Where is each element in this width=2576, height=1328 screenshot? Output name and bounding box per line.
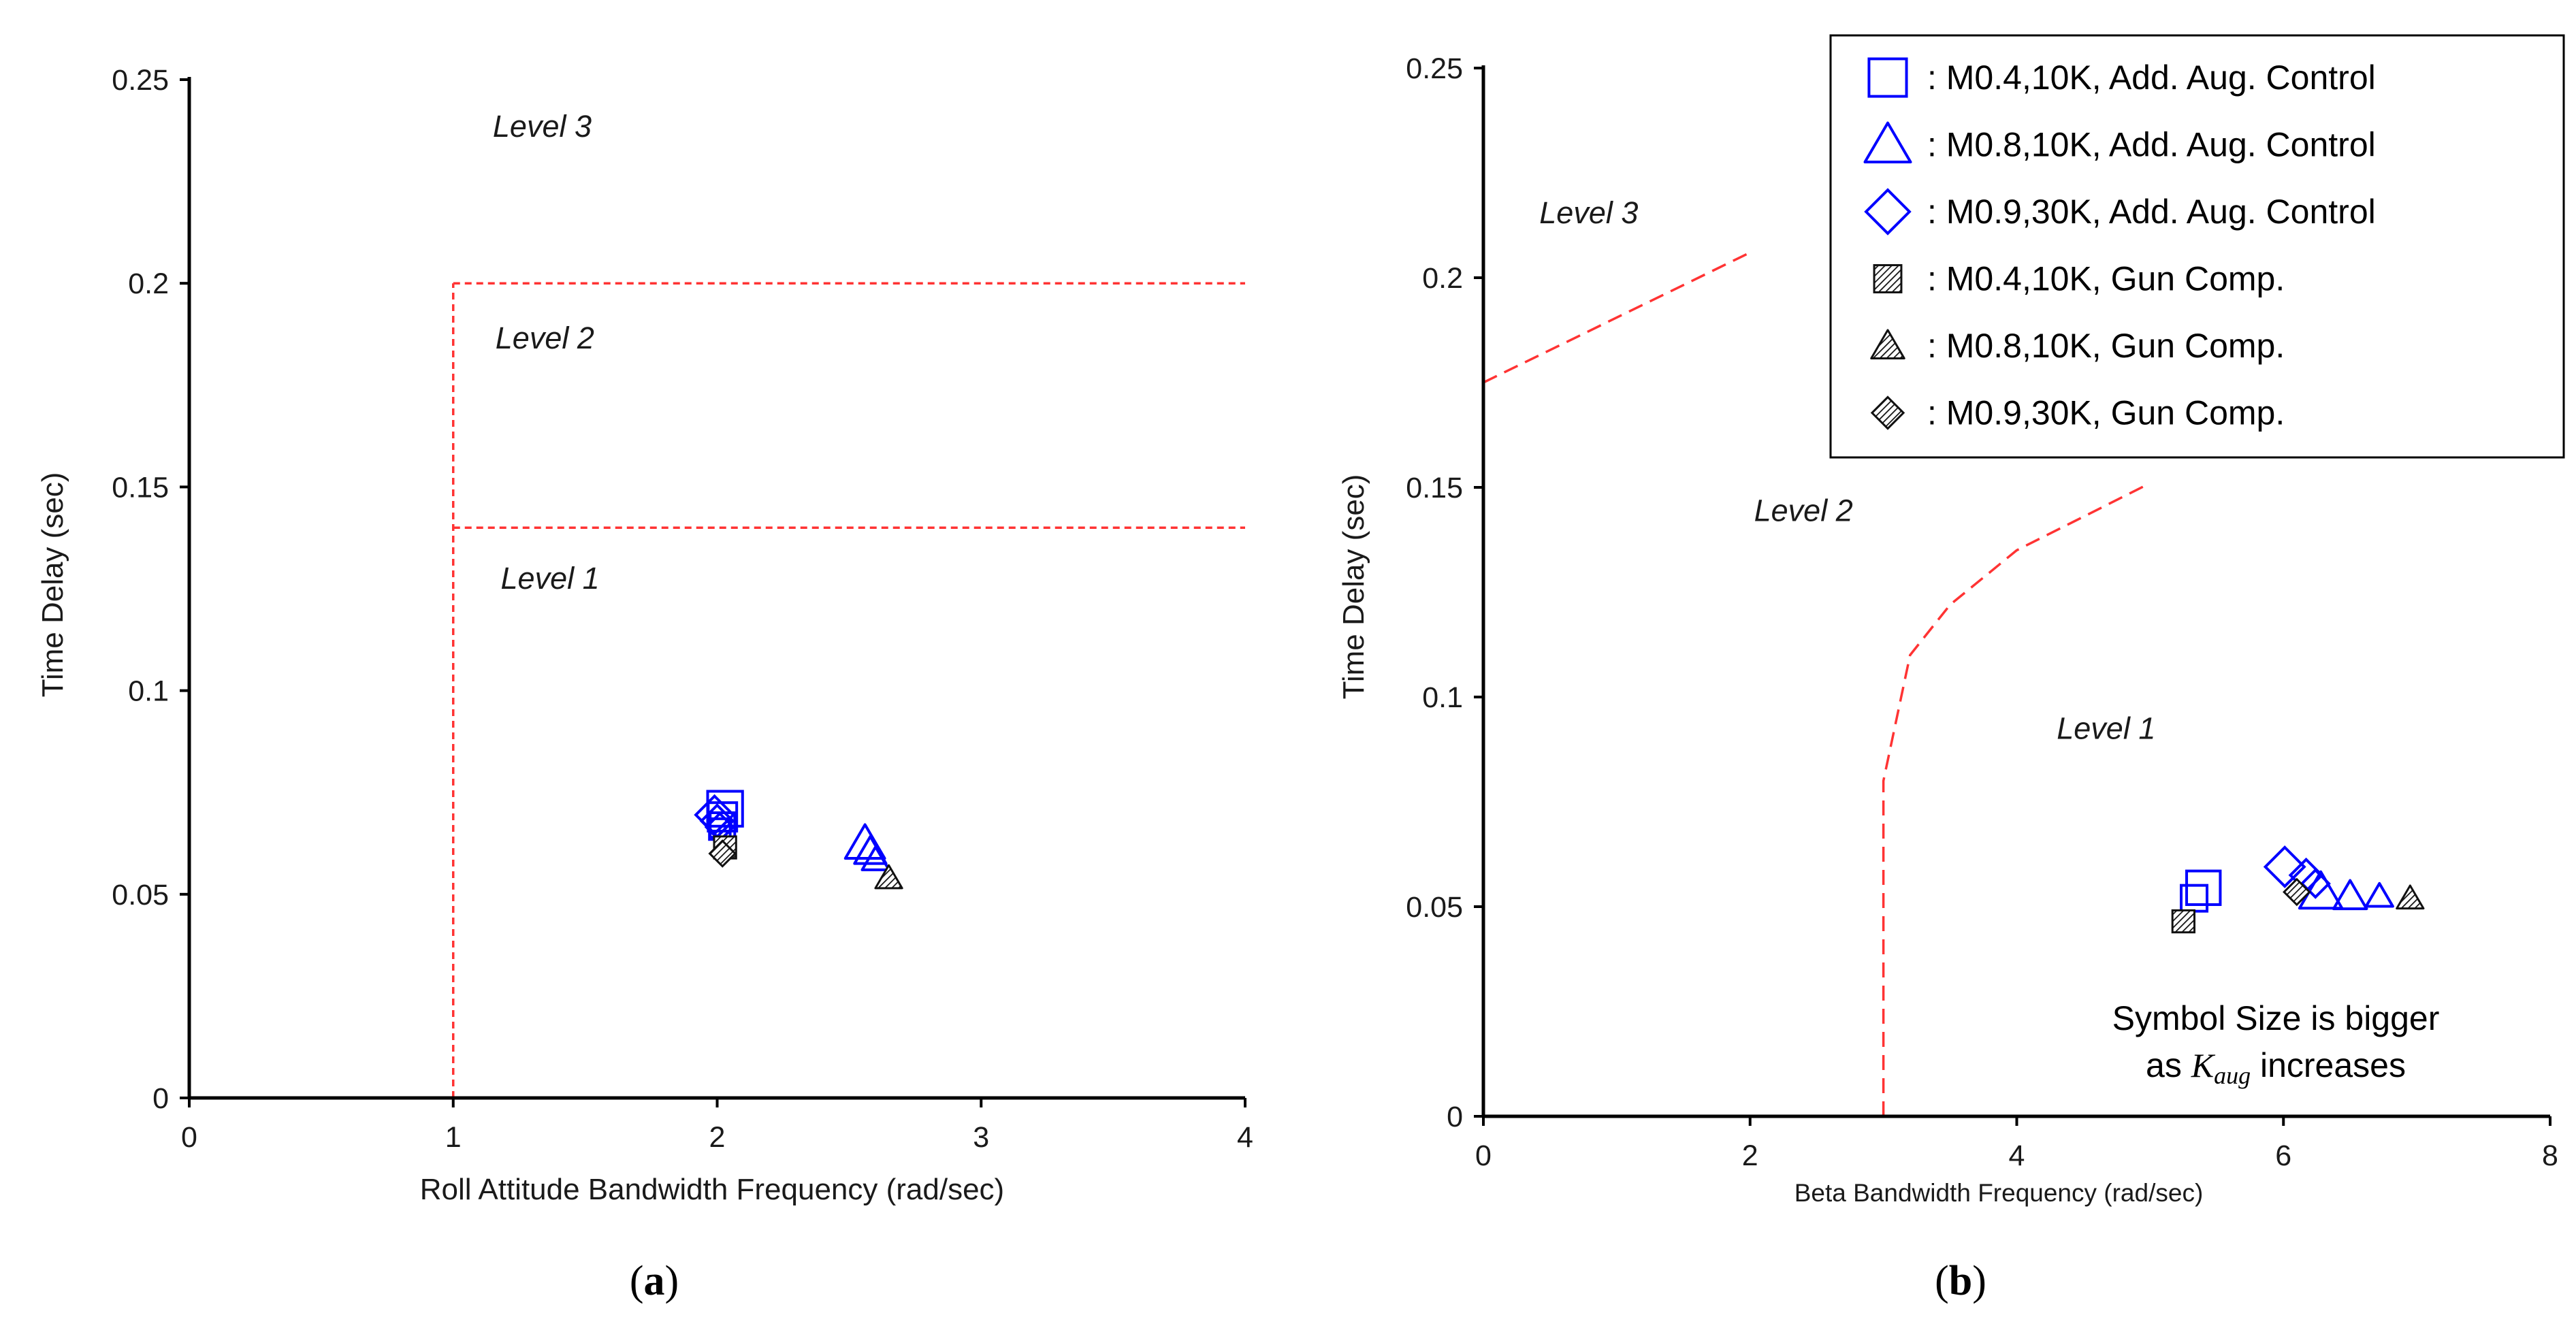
level-label: Level 1 (501, 561, 600, 596)
panel-b-axes (1474, 65, 2551, 1126)
data-point-square-aug (2185, 869, 2222, 906)
y-tick-label: 0.05 (1406, 891, 1463, 924)
data-point-diamond-aug (2300, 868, 2331, 899)
level-label: Level 2 (1754, 493, 1853, 528)
data-point-square-aug (2180, 884, 2209, 913)
data-point-diamond-aug (2263, 845, 2306, 888)
level-label: Level 3 (493, 109, 592, 144)
symbol-size-note: Symbol Size is bigger as Kaug increases (2112, 999, 2440, 1089)
k-aug-symbol: K (2191, 1046, 2216, 1084)
data-point-diamond-gun (708, 839, 737, 868)
level-2-3-boundary (1483, 251, 1751, 384)
x-tick-label: 6 (2275, 1139, 2291, 1172)
panel-b-x-axis-label: Beta Bandwidth Frequency (rad/sec) (1794, 1179, 2204, 1207)
y-tick-label: 0.2 (1422, 262, 1463, 295)
x-tick-label: 1 (445, 1121, 462, 1154)
y-tick-label: 0.2 (128, 268, 169, 300)
panel-a-chart: 0 0.05 0.1 0.15 0.2 0.25 0 1 2 3 4 Level 3 Level 2… (36, 64, 1253, 1304)
x-tick-label: 3 (973, 1121, 989, 1154)
panel-a-y-tick-labels: 0 0.05 0.1 0.15 0.2 0.25 (112, 64, 169, 1115)
x-tick-label: 0 (1475, 1139, 1492, 1172)
data-point-triangle-gun (2396, 884, 2425, 910)
y-tick-label: 0.25 (1406, 52, 1463, 85)
x-tick-label: 4 (1237, 1121, 1253, 1154)
panel-b-level-labels: Level 3 Level 2 Level 1 (1539, 195, 2155, 746)
level-label: Level 1 (2057, 711, 2155, 746)
panel-a-axes (180, 77, 1246, 1107)
panel-a-boundaries (452, 282, 1245, 1098)
panel-b-boundaries (1483, 251, 2151, 1116)
legend-marker-triangle-aug (1863, 121, 1912, 164)
data-point-triangle-aug (860, 845, 890, 871)
data-point-triangle-gun (874, 864, 903, 890)
legend-entry-label: : M0.4,10K, Gun Comp. (1927, 260, 2285, 298)
panel-a-level-labels: Level 3 Level 2 Level 1 (493, 109, 600, 596)
data-point-triangle-aug (2364, 881, 2394, 908)
legend-entries: : M0.4,10K, Add. Aug. Control : M0.8,10K,… (1863, 57, 2376, 432)
legend-entry-label: : M0.9,30K, Gun Comp. (1927, 394, 2285, 432)
panel-a-data-points (694, 790, 903, 890)
data-point-diamond-gun (2283, 877, 2311, 907)
level-label: Level 2 (496, 321, 594, 355)
legend-marker-diamond-gun (1870, 395, 1905, 430)
panel-a-caption: (a) (630, 1258, 679, 1304)
legend-entry-label: : M0.8,10K, Gun Comp. (1927, 327, 2285, 365)
panel-b-caption: (b) (1935, 1258, 1986, 1304)
x-tick-label: 0 (181, 1121, 197, 1154)
data-point-square-gun (2171, 909, 2195, 934)
x-tick-label: 4 (2009, 1139, 2025, 1172)
panel-a-x-axis-label: Roll Attitude Bandwidth Frequency (rad/s… (420, 1173, 1004, 1206)
legend-marker-square-gun (1873, 264, 1903, 293)
legend-box (1829, 34, 2565, 459)
data-point-triangle-aug (2332, 879, 2368, 911)
note-line-2: as Kaug increases (2146, 1046, 2406, 1089)
x-tick-label: 2 (1742, 1139, 1758, 1172)
y-tick-label: 0 (152, 1082, 169, 1115)
legend-marker-triangle-gun (1870, 329, 1905, 359)
panel-b-legend: : M0.4,10K, Add. Aug. Control : M0.8,10K,… (1829, 34, 2565, 459)
legend-entry-label: : M0.9,30K, Add. Aug. Control (1927, 193, 2376, 231)
level-label: Level 3 (1539, 195, 1638, 230)
panel-a-y-axis-label: Time Delay (sec) (36, 472, 69, 698)
y-tick-label: 0.05 (112, 879, 169, 911)
panel-b-x-tick-labels: 0 2 4 6 8 (1475, 1139, 2558, 1172)
y-tick-label: 0.15 (112, 471, 169, 504)
x-tick-label: 2 (709, 1121, 726, 1154)
y-tick-label: 0.1 (128, 675, 169, 708)
level-1-2-boundary (1882, 482, 2151, 1116)
panel-b-chart: 0 0.05 0.1 0.15 0.2 0.25 0 2 4 6 8 Level 3 Level 2… (1337, 34, 2565, 1304)
x-tick-label: 8 (2542, 1139, 2558, 1172)
legend-entry-label: : M0.8,10K, Add. Aug. Control (1927, 126, 2376, 164)
panel-b-y-tick-labels: 0 0.05 0.1 0.15 0.2 0.25 (1406, 52, 1463, 1133)
k-aug-subscript: aug (2214, 1062, 2251, 1089)
panel-b-data-points (2171, 845, 2425, 934)
legend-marker-square-aug (1867, 57, 1908, 98)
legend-marker-diamond-aug (1864, 188, 1912, 236)
y-tick-label: 0 (1447, 1101, 1463, 1133)
note-line-1: Symbol Size is bigger (2112, 999, 2440, 1037)
legend-entry-label: : M0.4,10K, Add. Aug. Control (1927, 59, 2376, 97)
y-tick-label: 0.15 (1406, 472, 1463, 504)
y-tick-label: 0.1 (1422, 681, 1463, 714)
data-point-triangle-aug (843, 823, 886, 860)
panel-a-x-tick-labels: 0 1 2 3 4 (181, 1121, 1253, 1154)
panel-b-y-axis-label: Time Delay (sec) (1337, 474, 1370, 700)
y-tick-label: 0.25 (112, 64, 169, 97)
